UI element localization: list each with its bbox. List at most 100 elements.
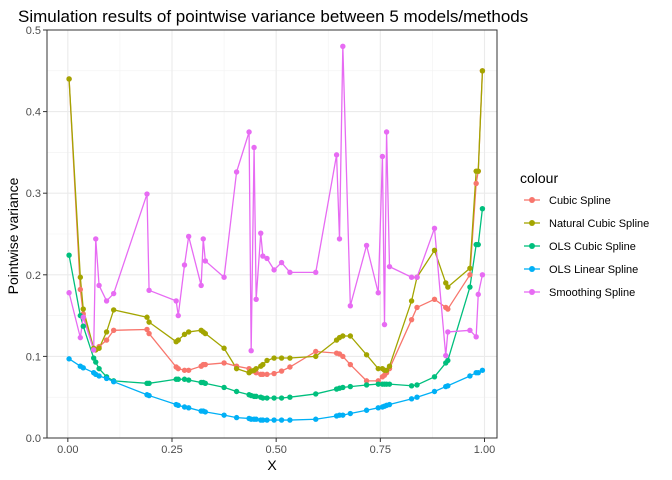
data-point xyxy=(202,258,209,264)
data-point xyxy=(363,378,370,384)
y-tick-label: 0.1 xyxy=(26,351,41,363)
data-point xyxy=(479,68,486,74)
legend: colour Cubic Spline Natural Cubic Spline O… xyxy=(520,170,649,302)
data-point xyxy=(408,274,415,280)
data-point xyxy=(340,333,346,339)
y-tick-label: 0.0 xyxy=(26,433,41,445)
data-point xyxy=(467,272,473,278)
data-point xyxy=(431,374,438,380)
x-tick-label: 0.75 xyxy=(370,444,391,456)
data-point xyxy=(431,225,438,231)
data-point xyxy=(313,416,319,422)
data-point xyxy=(110,290,117,297)
legend-title: colour xyxy=(520,170,558,186)
data-point xyxy=(110,307,117,313)
x-tick-label: 1.00 xyxy=(474,444,495,456)
data-point xyxy=(103,337,110,343)
data-point xyxy=(340,43,346,50)
data-point xyxy=(278,395,285,401)
x-axis-title: X xyxy=(267,457,277,473)
data-point xyxy=(253,393,259,400)
data-point xyxy=(260,417,266,423)
data-point xyxy=(185,329,192,335)
y-tick-label: 0.3 xyxy=(26,188,41,200)
y-tick-label: 0.5 xyxy=(26,25,41,37)
legend-label: Cubic Spline xyxy=(549,195,611,207)
data-point xyxy=(146,380,152,387)
data-point xyxy=(80,365,86,371)
data-point xyxy=(408,383,415,389)
data-point xyxy=(144,191,150,197)
data-point xyxy=(414,274,420,280)
data-point xyxy=(347,303,354,309)
data-point xyxy=(173,298,179,304)
data-point xyxy=(144,326,150,333)
data-point xyxy=(185,367,192,373)
data-point xyxy=(264,417,270,423)
data-point xyxy=(386,263,393,270)
data-point xyxy=(379,153,386,160)
data-point xyxy=(408,298,415,304)
data-point xyxy=(77,334,84,341)
data-point xyxy=(202,330,209,337)
data-point xyxy=(287,394,293,400)
series-points xyxy=(66,43,486,423)
legend-key-point xyxy=(529,197,535,203)
data-point xyxy=(375,365,381,372)
data-point xyxy=(336,236,343,242)
data-point xyxy=(90,355,97,361)
data-point xyxy=(475,241,481,248)
y-tick-label: 0.2 xyxy=(26,270,41,282)
data-point xyxy=(271,370,277,377)
data-point xyxy=(264,371,270,378)
chart-title: Simulation results of pointwise variance… xyxy=(18,7,528,26)
data-point xyxy=(80,306,86,312)
data-point xyxy=(445,306,451,312)
data-point xyxy=(347,383,354,390)
data-point xyxy=(251,144,257,151)
data-point xyxy=(198,282,204,289)
data-point xyxy=(175,312,181,319)
legend-key-point xyxy=(529,289,535,295)
data-point xyxy=(381,321,388,328)
data-point xyxy=(202,409,209,415)
x-tick-label: 0.00 xyxy=(57,444,78,456)
data-point xyxy=(221,345,227,351)
data-point xyxy=(202,380,209,387)
data-point xyxy=(408,316,415,323)
data-point xyxy=(271,267,277,273)
data-point xyxy=(253,296,259,302)
data-point xyxy=(146,287,152,293)
data-point xyxy=(313,391,319,397)
data-point xyxy=(221,274,227,280)
legend-label: OLS Cubic Spline xyxy=(549,241,636,253)
data-point xyxy=(66,76,72,82)
data-point xyxy=(146,319,152,325)
data-point xyxy=(260,395,266,401)
data-point xyxy=(313,348,319,355)
data-point xyxy=(144,314,150,320)
data-point xyxy=(431,247,438,254)
data-point xyxy=(287,364,293,370)
data-point xyxy=(475,168,481,174)
data-point xyxy=(414,394,420,400)
data-point xyxy=(233,169,240,175)
data-point xyxy=(408,396,415,402)
data-point xyxy=(271,395,277,401)
data-point xyxy=(146,330,152,337)
data-point xyxy=(375,405,381,411)
y-tick-label: 0.4 xyxy=(26,107,41,119)
data-point xyxy=(383,129,390,135)
legend-key-point xyxy=(529,266,535,272)
data-point xyxy=(246,129,252,135)
data-point xyxy=(96,373,102,379)
data-point xyxy=(386,401,393,408)
data-point xyxy=(271,417,277,423)
data-point xyxy=(467,265,473,271)
data-point xyxy=(181,404,188,410)
x-tick-label: 0.25 xyxy=(161,444,182,456)
data-point xyxy=(340,412,346,418)
data-point xyxy=(340,384,346,391)
data-point xyxy=(347,361,354,368)
data-point xyxy=(258,230,264,236)
